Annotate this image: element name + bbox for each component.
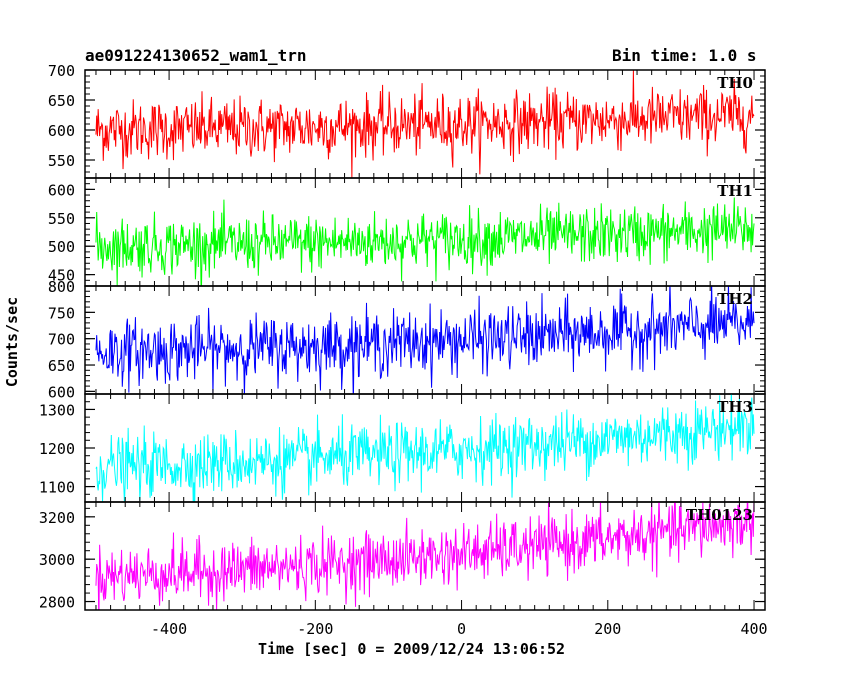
panel-label-th3: TH3 — [717, 398, 753, 416]
y-tick-label: 2800 — [39, 594, 75, 612]
panel-label-th0: TH0 — [717, 74, 753, 92]
x-axis-label: Time [sec] 0 = 2009/12/24 13:06:52 — [258, 640, 566, 658]
series-th3 — [95, 394, 755, 502]
y-axis-label: Counts/sec — [3, 296, 21, 388]
x-tick-label: 400 — [740, 620, 767, 638]
y-tick-label: 600 — [48, 181, 75, 199]
y-tick-label: 500 — [48, 238, 75, 256]
panel-label-th0123: TH0123 — [686, 506, 753, 524]
panel-label-th1: TH1 — [717, 182, 753, 200]
y-tick-label: 700 — [48, 62, 75, 80]
y-tick-label: 550 — [48, 210, 75, 228]
x-tick-label: -400 — [151, 620, 187, 638]
x-tick-label: -200 — [297, 620, 333, 638]
panel-label-th2: TH2 — [717, 290, 753, 308]
series-th0 — [95, 70, 755, 178]
bin-time-label: Bin time: 1.0 s — [612, 46, 757, 65]
series-th0123 — [95, 502, 755, 610]
panel-frame-th0123 — [84, 501, 766, 611]
y-tick-label: 450 — [48, 267, 75, 285]
x-tick-label: 0 — [457, 620, 466, 638]
y-tick-label: 650 — [48, 92, 75, 110]
y-tick-label: 800 — [48, 278, 75, 296]
y-tick-label: 1300 — [39, 401, 75, 419]
y-tick-label: 600 — [48, 383, 75, 401]
series-th1 — [95, 197, 755, 286]
y-tick-label: 1200 — [39, 440, 75, 458]
y-tick-label: 650 — [48, 357, 75, 375]
file-name-label: ae091224130652_wam1_trn — [85, 46, 307, 65]
y-tick-label: 550 — [48, 152, 75, 170]
y-tick-label: 1100 — [39, 479, 75, 497]
y-tick-label: 700 — [48, 331, 75, 349]
series-th2 — [95, 286, 755, 394]
panel-frame-th1 — [84, 177, 766, 287]
y-tick-label: 3200 — [39, 509, 75, 527]
y-tick-label: 750 — [48, 304, 75, 322]
y-tick-label: 600 — [48, 122, 75, 140]
y-tick-label: 3000 — [39, 551, 75, 569]
x-tick-label: 200 — [594, 620, 621, 638]
